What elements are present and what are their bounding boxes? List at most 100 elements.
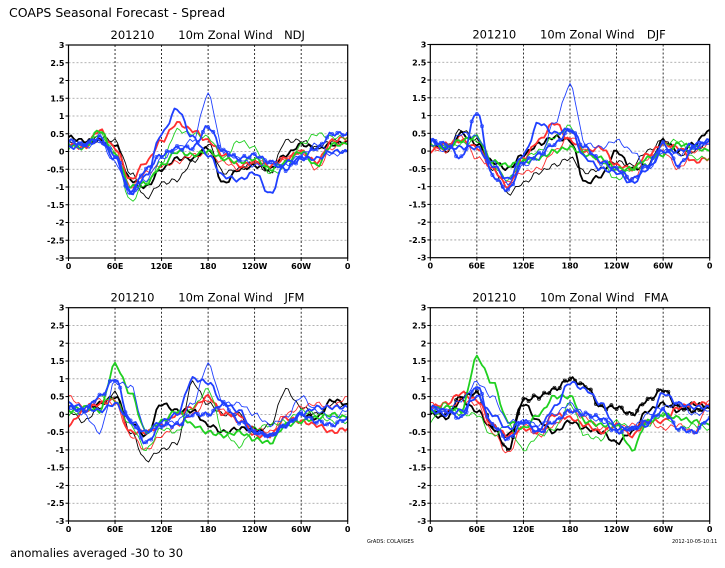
series-marker bbox=[138, 173, 143, 178]
series-line-blue-thick bbox=[68, 375, 348, 438]
series-line-blue-circles bbox=[68, 379, 348, 445]
series-marker bbox=[211, 129, 216, 134]
series-marker bbox=[609, 403, 614, 408]
series-marker bbox=[102, 141, 107, 146]
series-marker bbox=[645, 421, 650, 426]
series-marker bbox=[521, 396, 526, 401]
series-marker bbox=[92, 138, 97, 143]
series-marker bbox=[464, 410, 469, 414]
series-marker bbox=[619, 170, 624, 175]
series-marker bbox=[599, 161, 603, 166]
series-marker bbox=[578, 412, 583, 417]
x-tick-label: 120E bbox=[150, 525, 172, 534]
series-marker bbox=[578, 381, 583, 386]
panel-variable: 10m Zonal Wind bbox=[540, 28, 635, 42]
series-marker bbox=[216, 405, 221, 410]
series-marker bbox=[666, 415, 671, 420]
series-marker bbox=[144, 440, 149, 445]
series-marker bbox=[314, 147, 319, 152]
series-marker bbox=[516, 411, 521, 416]
y-tick-label: 0 bbox=[59, 410, 65, 419]
series-marker bbox=[624, 411, 629, 416]
series-marker bbox=[128, 191, 133, 196]
y-tick-label: 1.5 bbox=[50, 357, 65, 366]
series-marker bbox=[697, 408, 702, 412]
y-tick-label: 0.5 bbox=[50, 393, 65, 402]
series-marker bbox=[485, 159, 490, 164]
series-marker bbox=[687, 150, 691, 155]
series-marker bbox=[464, 146, 469, 151]
series-marker bbox=[195, 140, 200, 145]
series-marker bbox=[149, 164, 154, 169]
x-tick-label: 180 bbox=[562, 525, 579, 534]
y-tick-label: -2 bbox=[417, 218, 426, 227]
series-marker bbox=[614, 429, 619, 433]
series-marker bbox=[495, 427, 500, 432]
panel-init-date: 201210 bbox=[472, 28, 516, 42]
series-marker bbox=[542, 151, 547, 156]
series-marker bbox=[97, 392, 102, 397]
series-marker bbox=[656, 413, 660, 418]
series-marker bbox=[681, 158, 686, 163]
series-marker bbox=[97, 133, 102, 138]
y-tick-label: 1 bbox=[59, 112, 65, 121]
series-line-green-thick bbox=[68, 361, 348, 445]
x-tick-label: 60E bbox=[107, 525, 124, 534]
x-tick-label: 120E bbox=[512, 262, 534, 271]
series-marker bbox=[630, 412, 635, 416]
series-marker bbox=[521, 161, 526, 166]
series-marker bbox=[71, 139, 76, 144]
series-marker bbox=[526, 420, 531, 425]
series-marker bbox=[325, 135, 329, 140]
x-tick-label: 0 bbox=[66, 262, 72, 271]
series-marker bbox=[340, 419, 345, 423]
series-marker bbox=[537, 396, 541, 401]
series-marker bbox=[443, 142, 448, 147]
series-line-blue-thin bbox=[430, 83, 710, 186]
series-marker bbox=[573, 131, 578, 136]
series-marker bbox=[505, 187, 510, 192]
series-marker bbox=[283, 169, 288, 173]
x-tick-label: 0 bbox=[345, 262, 351, 271]
series-marker bbox=[531, 429, 536, 434]
series-line-black-thick bbox=[430, 397, 710, 446]
y-tick-label: -1.5 bbox=[409, 464, 427, 473]
y-tick-label: 3 bbox=[59, 41, 65, 50]
y-tick-label: -0.5 bbox=[409, 428, 427, 437]
series-marker bbox=[645, 396, 650, 401]
series-marker bbox=[485, 414, 490, 419]
y-tick-label: -1 bbox=[56, 446, 65, 455]
series-group bbox=[430, 354, 710, 454]
series-marker bbox=[552, 385, 557, 390]
series-marker bbox=[288, 418, 293, 423]
y-tick-label: -1 bbox=[417, 446, 426, 455]
panel-init-date: 201210 bbox=[111, 291, 155, 305]
y-tick-label: 1 bbox=[421, 112, 427, 121]
series-marker bbox=[573, 408, 578, 413]
series-marker bbox=[221, 147, 226, 152]
panel-jfm: 201210 10m Zonal Wind JFM 3 2.5 2 1.5 1 0.5 0 -0.5… bbox=[47, 291, 351, 534]
series-marker bbox=[666, 389, 671, 394]
x-tick-label: 60W bbox=[291, 262, 311, 271]
x-tick-label: 0 bbox=[428, 525, 434, 534]
series-marker bbox=[335, 420, 340, 425]
x-tick-label: 0 bbox=[707, 262, 713, 271]
series-marker bbox=[123, 183, 128, 188]
y-tick-label: -2 bbox=[56, 481, 65, 490]
series-marker bbox=[330, 423, 335, 428]
y-tick-label: -1.5 bbox=[47, 464, 65, 473]
series-marker bbox=[340, 133, 345, 138]
series-marker bbox=[169, 425, 174, 430]
series-marker bbox=[454, 154, 459, 159]
series-marker bbox=[630, 177, 635, 182]
x-tick-label: 180 bbox=[200, 525, 217, 534]
series-marker bbox=[490, 422, 495, 426]
y-tick-label: -0.5 bbox=[47, 428, 65, 437]
series-marker bbox=[630, 426, 635, 431]
x-tick-label: 60E bbox=[469, 262, 486, 271]
series-marker bbox=[309, 147, 314, 151]
series-marker bbox=[92, 399, 97, 404]
y-tick-label: 2.5 bbox=[412, 58, 427, 67]
x-tick-label: 120W bbox=[604, 525, 630, 534]
y-tick-label: 0.5 bbox=[412, 393, 427, 402]
